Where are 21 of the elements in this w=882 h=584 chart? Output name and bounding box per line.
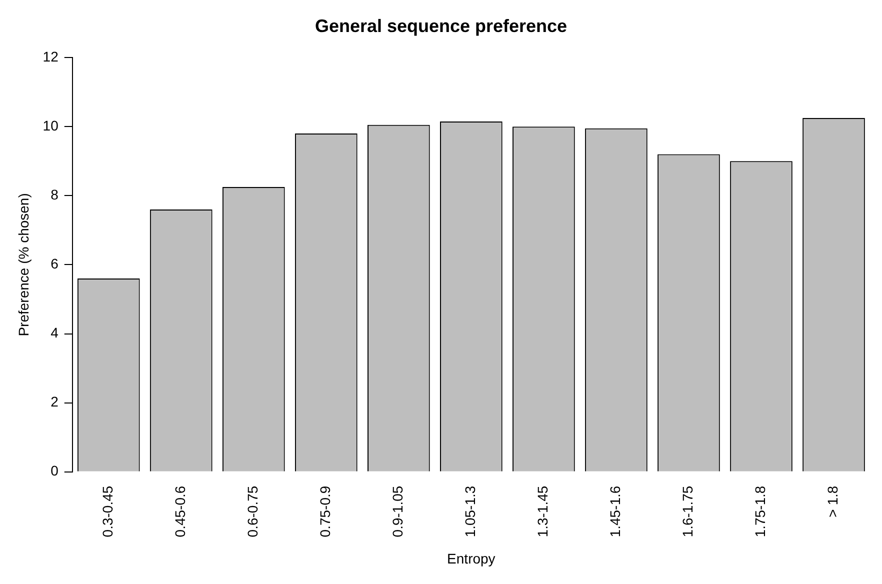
x-axis-title: Entropy [447,550,496,566]
x-tick-label: 0.75-0.9 [317,486,334,538]
y-tick-label: 6 [50,256,59,272]
y-tick-label: 0 [50,462,59,479]
chart-title: General sequence preference [314,16,568,36]
x-tick-label: 1.45-1.6 [607,486,624,538]
x-tick-label: 1.05-1.3 [462,486,478,538]
x-tick-label: 0.45-0.6 [172,486,188,538]
y-tick-label: 10 [42,117,59,134]
x-tick-label: 0.6-0.75 [244,486,261,538]
y-axis-title: Preference (% chosen) [15,193,32,336]
y-tick-label: 8 [50,186,59,203]
x-tick-label: 0.9-1.05 [390,486,406,538]
x-tick-label: 1.75-1.8 [752,486,768,538]
y-tick-label: 2 [50,394,59,410]
x-tick-label: 1.3-1.45 [534,486,551,538]
x-tick-label: 1.6-1.75 [680,486,696,538]
x-tick-label: > 1.8 [824,486,841,518]
x-tick-label: 0.3-0.45 [99,486,116,538]
y-tick-label: 4 [50,324,59,341]
y-tick-label: 12 [42,48,59,64]
